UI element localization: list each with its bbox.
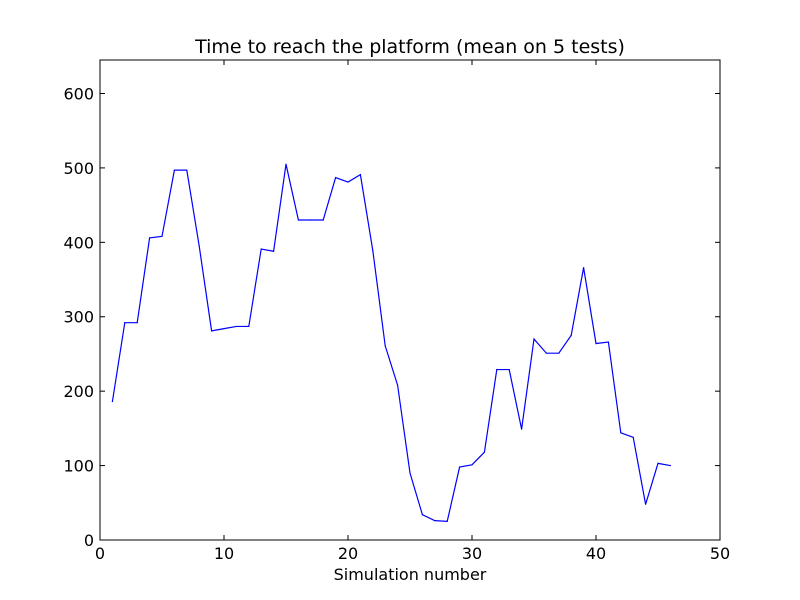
y-tick-label: 300 — [63, 308, 94, 327]
data-point — [632, 436, 634, 438]
data-point — [273, 250, 275, 252]
data-point — [297, 219, 299, 221]
data-point — [173, 169, 175, 171]
y-tick-label: 0 — [84, 531, 94, 550]
x-axis-label: Simulation number — [334, 565, 487, 584]
data-point — [645, 503, 647, 505]
x-tick-label: 0 — [95, 544, 105, 563]
data-point — [583, 267, 585, 269]
data-point — [620, 432, 622, 434]
x-tick-label: 10 — [214, 544, 234, 563]
y-tick-label: 100 — [63, 457, 94, 476]
data-point — [347, 181, 349, 183]
y-tick-label: 200 — [63, 382, 94, 401]
x-tick-label: 50 — [710, 544, 730, 563]
data-point — [322, 219, 324, 221]
data-point — [136, 322, 138, 324]
data-point — [421, 514, 423, 516]
data-point — [533, 338, 535, 340]
data-point — [223, 328, 225, 330]
x-tick-label: 30 — [462, 544, 482, 563]
chart-title: Time to reach the platform (mean on 5 te… — [194, 36, 625, 58]
data-point — [570, 334, 572, 336]
data-point — [446, 520, 448, 522]
data-point — [124, 322, 126, 324]
data-point — [521, 428, 523, 430]
data-point — [409, 472, 411, 474]
data-point — [508, 368, 510, 371]
y-tick-label: 500 — [63, 159, 94, 178]
data-point — [545, 352, 548, 354]
data-point — [310, 219, 312, 221]
data-point — [149, 237, 151, 239]
data-point — [434, 520, 436, 522]
data-point — [669, 464, 672, 467]
data-point — [198, 245, 200, 247]
data-point — [248, 325, 250, 328]
data-point — [471, 464, 473, 466]
data-point — [285, 163, 287, 165]
data-point — [335, 176, 337, 179]
series-points-0 — [111, 163, 672, 522]
data-point — [496, 368, 498, 371]
data-point — [459, 466, 461, 468]
data-point — [235, 325, 237, 328]
data-point — [161, 235, 163, 237]
data-point — [657, 462, 659, 464]
y-tick-label: 600 — [63, 84, 94, 103]
y-tick-label: 400 — [63, 233, 94, 252]
data-point — [372, 249, 374, 252]
x-axis: 0 10 20 30 40 50 — [95, 60, 730, 563]
data-point — [186, 169, 188, 171]
data-point — [384, 345, 386, 347]
data-point — [111, 400, 113, 403]
data-point — [607, 341, 610, 343]
data-point — [558, 352, 560, 354]
x-tick-label: 40 — [586, 544, 606, 563]
data-point — [595, 342, 597, 345]
plot-area — [111, 163, 672, 523]
plot-frame — [99, 59, 721, 541]
data-point — [483, 451, 485, 453]
data-point — [260, 248, 262, 250]
data-point — [397, 384, 399, 386]
data-point — [211, 330, 213, 332]
y-axis: 0 100 200 300 400 500 600 — [63, 84, 720, 550]
series-line-0 — [111, 164, 671, 523]
x-tick-label: 20 — [338, 544, 358, 563]
data-point — [359, 174, 361, 176]
